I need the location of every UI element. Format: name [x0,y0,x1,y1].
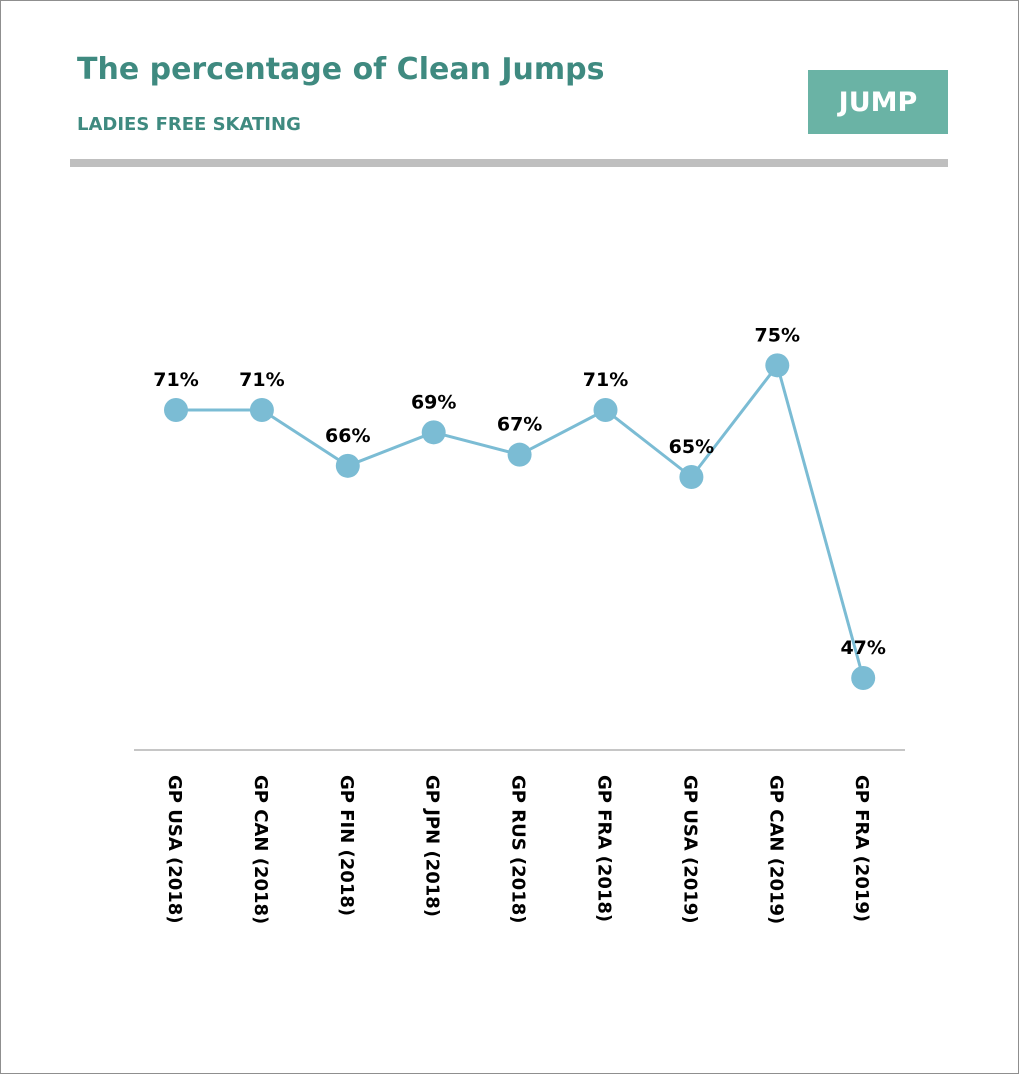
data-label: 71% [239,369,284,391]
data-label: 71% [583,369,628,391]
data-point [679,465,704,489]
header-divider [70,159,948,167]
x-tick-label: GP USA (2019) [679,775,700,924]
x-tick-label: GP CAN (2019) [765,775,786,924]
data-label: 65% [669,436,714,458]
data-point [765,353,790,378]
series-line [176,363,865,679]
data-point [421,420,446,445]
data-point [335,453,360,478]
x-tick-label: GP USA (2018) [164,775,185,924]
x-tick-label: GP RUS (2018) [508,775,529,924]
chart-subtitle: LADIES FREE SKATING [77,114,301,135]
data-point [249,398,274,422]
data-point [164,398,188,422]
x-tick-label: GP JPN (2018) [422,775,443,917]
data-point [593,398,618,422]
data-point [507,442,532,467]
data-point [851,666,876,690]
data-label: 47% [840,637,885,659]
x-tick-label: GP FRA (2019) [851,775,872,922]
data-label: 67% [497,414,542,436]
data-label: 69% [411,391,456,413]
x-tick-label: GP CAN (2018) [250,775,271,924]
data-label: 66% [325,425,370,447]
x-tick-label: GP FRA (2018) [594,775,615,922]
x-tick-label: GP FIN (2018) [336,775,357,916]
data-label: 71% [153,369,198,391]
jump-badge: JUMP [808,70,948,134]
chart-title: The percentage of Clean Jumps [77,52,605,87]
data-label: 75% [755,324,800,346]
